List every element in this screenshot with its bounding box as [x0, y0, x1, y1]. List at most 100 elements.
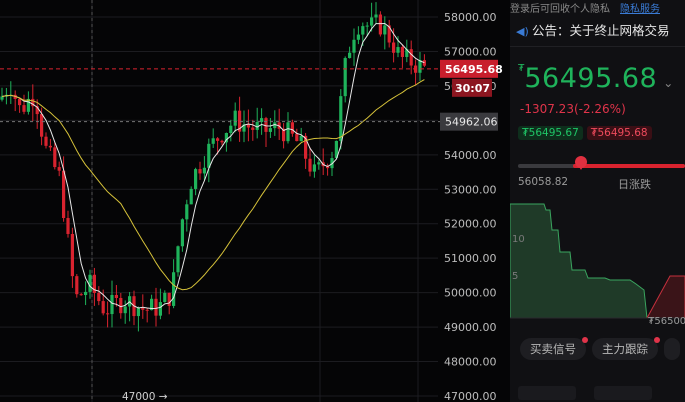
candle-body: [163, 292, 167, 303]
depth-axis-label-10: 10: [512, 234, 525, 245]
candle-body: [101, 301, 105, 314]
tab-label: 主力跟踪: [602, 342, 648, 356]
crosshair-price-box: [440, 112, 498, 131]
candle-body: [106, 313, 110, 315]
candle-body: [378, 14, 382, 35]
candle-body: [312, 164, 316, 172]
candle-body: [92, 274, 96, 293]
candle-body: [189, 188, 193, 205]
candle-body: [198, 169, 202, 174]
candle-body: [299, 135, 303, 142]
candle-body: [392, 42, 396, 53]
candle-body: [110, 294, 114, 315]
candle-body: [44, 136, 48, 146]
bottom-item[interactable]: [518, 386, 576, 400]
candle-body: [176, 246, 180, 273]
candle-body: [211, 138, 215, 144]
tab-main-force[interactable]: 主力跟踪: [592, 337, 660, 360]
bid-ask-pills: ₮56495.67 ₮56495.68: [518, 121, 656, 140]
chevron-down-icon[interactable]: ⌄: [663, 75, 674, 90]
candle-body: [88, 274, 92, 292]
low-marker-label: 47000 →: [122, 391, 168, 402]
candle-body: [356, 34, 360, 40]
candle-body: [317, 162, 321, 165]
candle-body: [343, 58, 347, 97]
candle-body: [339, 96, 343, 141]
y-axis-tick-label: 49000.00: [444, 321, 497, 334]
tab-more[interactable]: [664, 338, 680, 360]
current-price-box: [440, 59, 498, 78]
candle-body: [220, 140, 224, 143]
countdown-box: [452, 78, 492, 97]
candle-body: [295, 133, 299, 142]
candle-body: [233, 110, 237, 126]
candle-body: [0, 96, 4, 100]
day-range-fill: [573, 164, 685, 168]
ticker-text: 登录后可回收个人隐私: [510, 4, 610, 14]
current-price-label: 56495.68: [445, 63, 503, 76]
candle-body: [167, 292, 171, 306]
announcement-text[interactable]: 公告：关于终止网格交易: [531, 23, 670, 38]
candlestick-chart[interactable]: 58000.0057000.0056000.0055000.0054000.00…: [0, 0, 510, 402]
crosshair-price-label: 54962.06: [445, 116, 498, 129]
candle-body: [136, 307, 140, 317]
chart-canvas[interactable]: 58000.0057000.0056000.0055000.0054000.00…: [0, 0, 510, 402]
day-range-label: 日涨跌: [618, 178, 651, 191]
candle-body: [180, 219, 184, 247]
announcement-bar[interactable]: ◀) 公告：关于终止网格交易: [516, 20, 685, 40]
bid-price[interactable]: ₮56495.67: [518, 126, 583, 140]
depth-chart[interactable]: [510, 200, 685, 320]
candle-body: [400, 47, 404, 57]
candle-body: [70, 233, 74, 277]
notification-dot: [654, 337, 660, 343]
ticker-link[interactable]: 隐私服务: [620, 4, 660, 14]
candle-body: [48, 145, 52, 148]
candle-body: [31, 98, 35, 107]
tab-trade-signals[interactable]: 买卖信号: [520, 337, 588, 360]
ask-price[interactable]: ₮56495.68: [586, 126, 652, 140]
y-axis-tick-label: 52000.00: [444, 218, 497, 231]
candle-body: [246, 124, 250, 128]
candle-body: [26, 98, 30, 112]
depth-bid-area: [510, 203, 648, 319]
candle-body: [396, 47, 400, 53]
candle-body: [158, 302, 162, 316]
candle-body: [40, 114, 44, 137]
bottom-item[interactable]: [594, 386, 652, 400]
day-low: 56058.82: [518, 176, 569, 188]
candle-body: [145, 309, 149, 311]
candle-body: [304, 135, 308, 159]
y-axis-tick-label: 50000.00: [444, 287, 497, 300]
candle-body: [53, 147, 57, 168]
last-price-row: ₮56495.68 ⌄: [518, 63, 673, 94]
candle-body: [13, 94, 17, 99]
last-price: 56495.68: [524, 63, 658, 94]
candle-body: [268, 128, 272, 132]
candle-body: [418, 60, 422, 73]
candle-body: [185, 204, 189, 220]
market-info-panel: 登录后可回收个人隐私 隐私服务 ◀) 公告：关于终止网格交易 ₮56495.68 ⌄…: [510, 0, 685, 402]
candle-body: [79, 294, 83, 296]
candle-body: [286, 122, 290, 142]
candle-body: [97, 292, 101, 302]
speaker-icon: ◀): [516, 25, 529, 38]
candle-body: [154, 298, 158, 316]
candle-body: [84, 291, 88, 296]
signal-tabs: 买卖信号 主力跟踪: [520, 337, 685, 360]
candle-body: [370, 17, 374, 26]
candle-body: [150, 298, 154, 311]
candle-body: [290, 122, 294, 134]
candle-body: [123, 306, 127, 314]
candle-body: [387, 25, 391, 43]
y-axis-tick-label: 54000.00: [444, 149, 497, 162]
countdown-label: 30:07: [455, 82, 490, 95]
y-axis-tick-label: 58000.00: [444, 11, 497, 24]
candle-body: [255, 121, 259, 130]
top-ticker: 登录后可回收个人隐私 隐私服务: [510, 0, 685, 14]
y-axis-tick-label: 48000.00: [444, 356, 497, 369]
candle-body: [308, 158, 312, 172]
divider: [510, 46, 685, 47]
candle-body: [202, 167, 206, 174]
candle-body: [172, 272, 176, 306]
candle-body: [57, 167, 61, 171]
